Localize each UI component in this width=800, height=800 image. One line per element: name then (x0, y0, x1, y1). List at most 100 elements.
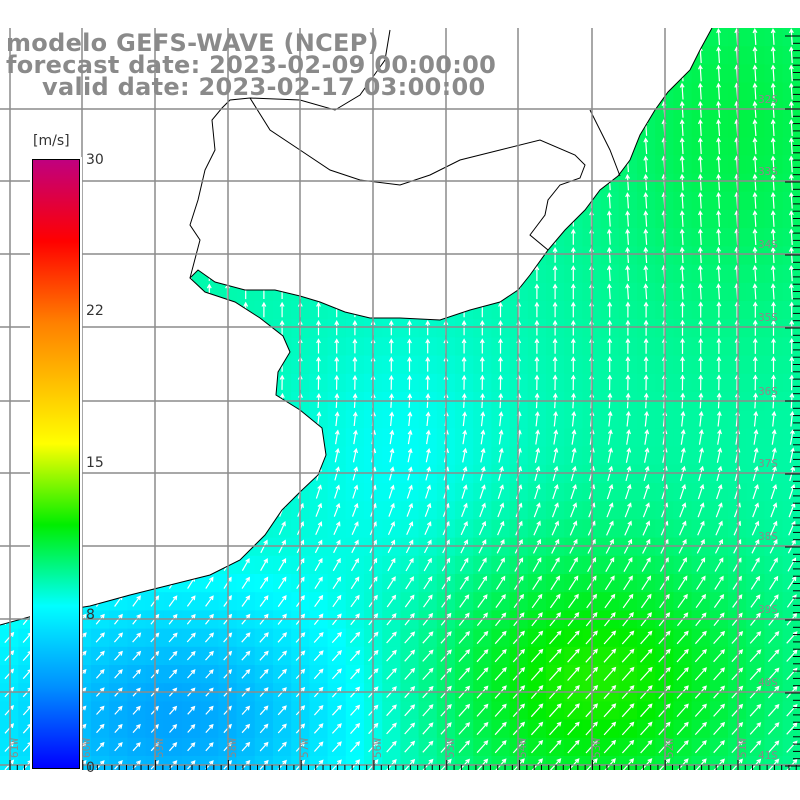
wind-arrow (606, 483, 614, 500)
wind-arrow (752, 264, 758, 282)
wind-arrow (752, 82, 758, 100)
wind-arrow (752, 118, 758, 137)
wind-arrow (716, 301, 722, 318)
wind-arrow (352, 447, 359, 463)
colorbar (30, 157, 82, 771)
wind-arrow (352, 484, 359, 499)
wind-arrow (534, 447, 541, 463)
wind-arrow (753, 410, 759, 427)
wind-arrow (752, 46, 758, 64)
wind-arrow (752, 246, 758, 264)
bottom-margin (0, 770, 800, 800)
wind-arrow (553, 410, 558, 427)
wind-arrow (425, 466, 431, 481)
wind-arrow (697, 264, 703, 282)
wind-arrow (407, 356, 412, 372)
wind-arrow (607, 429, 613, 445)
wind-arrow (679, 283, 685, 300)
wind-arrow (551, 502, 559, 518)
wind-arrow (644, 410, 649, 427)
wind-arrow (679, 264, 685, 282)
wind-arrow (716, 173, 722, 191)
wind-arrow (789, 429, 795, 445)
wind-arrow (716, 64, 722, 82)
wind-arrow (607, 337, 613, 354)
wind-arrow (770, 118, 776, 137)
wind-arrow (498, 447, 504, 463)
wind-arrow (316, 338, 321, 354)
wind-arrow (788, 137, 794, 155)
wind-arrow (697, 483, 705, 500)
wind-arrow (625, 410, 631, 427)
wind-arrow (752, 319, 758, 336)
wind-arrow (625, 210, 631, 227)
wind-arrow (788, 484, 796, 500)
wind-arrow (789, 337, 795, 354)
wind-arrow (389, 466, 395, 481)
wind-arrow (625, 465, 632, 482)
wind-arrow (788, 100, 794, 118)
wind-arrow (334, 484, 341, 499)
wind-arrow (697, 100, 703, 118)
wind-arrow (770, 191, 776, 209)
wind-arrow (643, 356, 649, 372)
wind-arrow (698, 374, 704, 391)
wind-arrow (352, 466, 359, 481)
wind-arrow (698, 356, 704, 372)
wind-arrow (334, 356, 340, 372)
wind-arrow (679, 228, 685, 245)
wind-arrow (715, 502, 723, 518)
wind-arrow (771, 447, 777, 463)
wind-arrow (571, 410, 577, 427)
lon-label: 56W (371, 738, 384, 758)
lon-label: 54W (516, 738, 529, 758)
wind-arrow (625, 283, 631, 300)
wind-arrow (643, 465, 650, 482)
wind-arrow (771, 301, 776, 318)
wind-arrow (643, 137, 649, 155)
wind-arrow (679, 210, 685, 227)
wind-arrow (352, 411, 358, 427)
wind-arrow (770, 82, 776, 100)
wind-arrow (716, 100, 722, 118)
wind-arrow (388, 484, 395, 499)
wind-arrow (643, 155, 649, 173)
wind-arrow (788, 210, 794, 227)
wind-arrow (752, 337, 758, 354)
wind-arrow (497, 484, 504, 499)
wind-arrow (716, 191, 722, 209)
wind-arrow (625, 228, 631, 245)
wind-arrow (698, 447, 704, 463)
wind-arrow (498, 319, 503, 336)
wind-arrow (770, 137, 776, 155)
lon-label: 57W (298, 738, 311, 758)
wind-arrow (624, 502, 632, 518)
wind-arrow (607, 447, 613, 463)
wind-arrow (570, 301, 576, 318)
wind-arrow (315, 484, 322, 499)
wind-arrow (752, 356, 758, 372)
wind-arrow (498, 356, 503, 372)
wind-arrow (552, 338, 558, 354)
wind-arrow (333, 502, 341, 517)
wind-arrow (480, 429, 486, 445)
wind-arrow (570, 228, 576, 245)
lat-label: 34S (758, 238, 778, 251)
colorbar-unit: [m/s] (33, 133, 70, 149)
wind-arrow (552, 465, 559, 482)
wind-arrow (788, 155, 794, 173)
wind-arrow (752, 484, 759, 500)
wind-arrow (279, 301, 285, 318)
wind-arrow (352, 320, 358, 336)
wind-arrow (279, 319, 285, 336)
wind-arrow (606, 210, 612, 227)
wind-arrow (552, 301, 558, 318)
wind-arrow (679, 100, 685, 118)
wind-arrow (570, 265, 576, 281)
wind-arrow (716, 28, 722, 45)
wind-arrow (606, 283, 612, 300)
lon-label: 55W (444, 738, 457, 758)
wind-arrow (534, 301, 540, 318)
wind-arrow (679, 119, 685, 136)
wind-arrow (316, 320, 321, 336)
